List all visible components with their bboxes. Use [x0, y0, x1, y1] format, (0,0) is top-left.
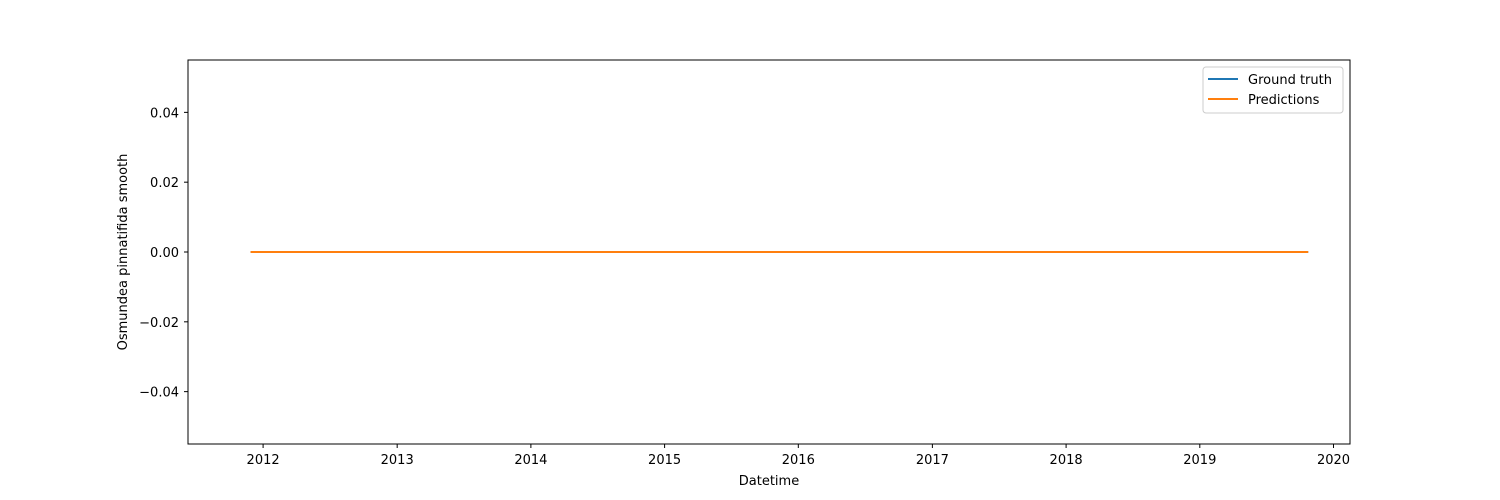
x-tick-label: 2017	[916, 453, 949, 468]
x-tick-label: 2018	[1050, 453, 1083, 468]
y-tick-label: −0.02	[139, 316, 179, 331]
legend-label-predictions: Predictions	[1248, 93, 1320, 108]
y-tick-label: 0.00	[150, 246, 179, 261]
x-tick-label: 2014	[514, 453, 547, 468]
x-tick-label: 2019	[1183, 453, 1216, 468]
x-tick-label: 2016	[782, 453, 815, 468]
x-tick-label: 2020	[1317, 453, 1350, 468]
x-tick-label: 2015	[648, 453, 681, 468]
x-tick-label: 2013	[381, 453, 414, 468]
x-tick-label: 2012	[247, 453, 280, 468]
legend-label-ground-truth: Ground truth	[1248, 73, 1332, 88]
plot-frame	[187, 59, 1351, 445]
y-tick-label: 0.04	[150, 106, 179, 121]
y-tick-label: 0.02	[150, 176, 179, 191]
x-axis-label: Datetime	[739, 474, 799, 489]
x-axis-ticks: 2012 2013 2014 2015 2016 2017 2018 2019 2020	[247, 444, 1350, 468]
legend: Ground truth Predictions	[1202, 66, 1344, 114]
y-axis-label: Osmundea pinnatifida smooth	[116, 154, 131, 351]
y-tick-label: −0.04	[139, 386, 179, 401]
y-axis-ticks: 0.04 0.02 0.00 −0.02 −0.04	[139, 106, 188, 401]
